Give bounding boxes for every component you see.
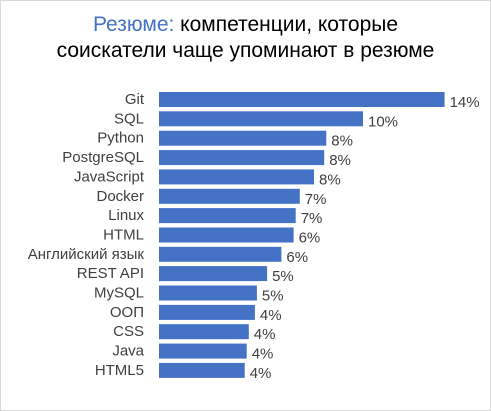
category-label-12: CSS: [113, 323, 144, 340]
category-label-9: REST API: [77, 265, 144, 282]
title-line-1-rest: компетенции, которые: [174, 13, 399, 36]
category-label-4: JavaScript: [74, 168, 145, 185]
bar-1: [159, 111, 363, 127]
category-label-13: Java: [112, 343, 144, 360]
value-label-11: 4%: [260, 307, 282, 324]
category-labels: Git SQL Python PostgreSQL JavaScript Docker Li…: [28, 91, 145, 379]
chart-title: Резюме: компетенции, которые соискатели …: [0, 12, 491, 64]
category-label-6: Linux: [108, 207, 144, 224]
bar-5: [159, 188, 300, 204]
value-label-4: 8%: [319, 171, 341, 188]
category-label-7: HTML: [103, 227, 144, 244]
bar-7: [159, 227, 294, 243]
category-label-0: Git: [125, 91, 145, 108]
value-label-5: 7%: [305, 191, 327, 208]
value-label-7: 6%: [299, 230, 321, 247]
bar-8: [159, 246, 282, 262]
value-label-0: 14%: [450, 94, 480, 111]
value-label-12: 4%: [254, 326, 276, 343]
category-label-3: PostgreSQL: [62, 149, 144, 166]
bar-6: [159, 208, 296, 224]
title-line-2: соискатели чаще упоминают в резюме: [56, 39, 435, 62]
category-label-11: ООП: [110, 304, 144, 321]
category-label-1: SQL: [114, 110, 144, 127]
title-accent: Резюме:: [92, 13, 175, 36]
value-label-6: 7%: [301, 210, 323, 227]
category-label-2: Python: [97, 130, 144, 147]
category-label-8: Английский язык: [28, 246, 145, 263]
category-label-14: HTML5: [95, 362, 144, 379]
bar-14: [159, 362, 245, 378]
value-label-13: 4%: [252, 346, 274, 363]
category-label-5: Docker: [96, 188, 144, 205]
value-label-3: 8%: [329, 152, 351, 169]
value-label-1: 10%: [368, 113, 398, 130]
bar-4: [159, 169, 314, 185]
bar-2: [159, 130, 327, 146]
bar-10: [159, 285, 257, 301]
bar-12: [159, 324, 249, 340]
bar-3: [159, 150, 325, 166]
title-line-1: Резюме: компетенции, которые: [0, 12, 491, 38]
value-labels: 14% 10% 8% 8% 8% 7% 7% 6% 6% 5% 5% 4% 4% 4% 4%: [250, 94, 480, 382]
value-label-2: 8%: [331, 133, 353, 150]
bars-group: [159, 92, 445, 378]
bar-13: [159, 343, 247, 359]
bar-0: [159, 92, 445, 107]
value-label-10: 5%: [262, 288, 284, 305]
bar-9: [159, 266, 268, 282]
value-label-14: 4%: [250, 365, 272, 382]
value-label-9: 5%: [272, 268, 294, 285]
value-label-8: 6%: [286, 249, 308, 266]
bar-11: [159, 304, 255, 320]
category-label-10: MySQL: [94, 285, 144, 302]
